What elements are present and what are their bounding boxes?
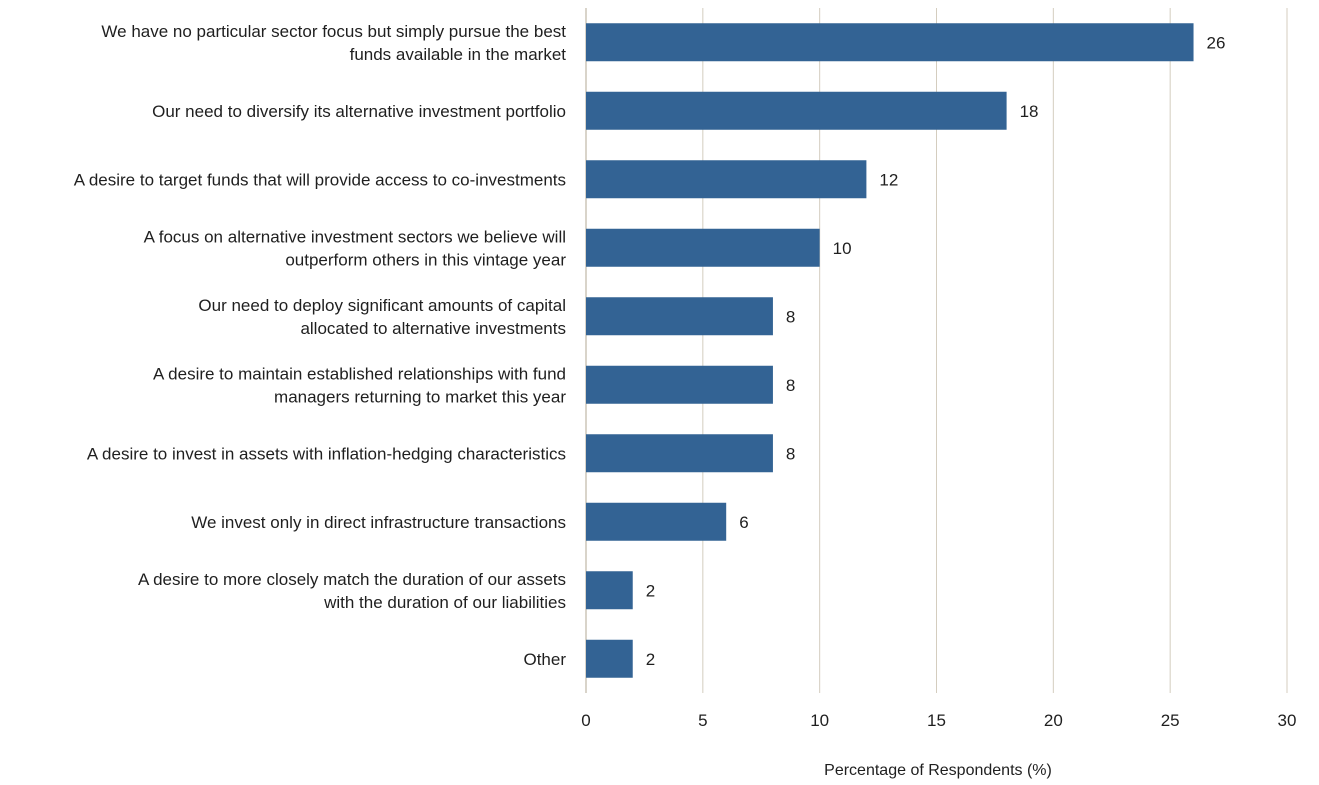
category-label-line: Other [523,650,566,669]
bar [586,228,820,267]
bar-value-label: 2 [646,650,655,669]
bar-value-label: 2 [646,581,655,600]
category-label-line: We invest only in direct infrastructure … [191,513,566,532]
category-label-line: A desire to target funds that will provi… [74,170,566,189]
x-tick-label: 25 [1161,711,1180,730]
x-tick-label: 15 [927,711,946,730]
category-label: A desire to maintain established relatio… [153,364,566,406]
bar-value-label: 8 [786,376,795,395]
x-tick-label: 30 [1278,711,1297,730]
category-label-line: A desire to invest in assets with inflat… [87,444,566,463]
x-tick-label: 20 [1044,711,1063,730]
category-label-line: allocated to alternative investments [300,319,566,338]
category-label: A desire to target funds that will provi… [74,170,566,189]
bar [586,297,773,336]
category-label-line: outperform others in this vintage year [285,250,566,269]
x-tick-label: 10 [810,711,829,730]
bar [586,91,1007,130]
category-label-line: A desire to more closely match the durat… [138,570,566,589]
x-tick-label: 5 [698,711,707,730]
category-label-line: funds available in the market [350,45,567,64]
bar-value-label: 26 [1207,33,1226,52]
bar-value-label: 8 [786,307,795,326]
bar-value-label: 6 [739,513,748,532]
category-label: We invest only in direct infrastructure … [191,513,566,532]
bar [586,23,1194,62]
category-label: Our need to diversify its alternative in… [152,102,566,121]
bar [586,365,773,404]
data-labels: 26 18 12 10 8 8 8 6 2 2 [646,33,1226,669]
bar-value-label: 8 [786,444,795,463]
category-labels: We have no particular sector focus but s… [74,22,567,669]
bar-value-label: 12 [879,170,898,189]
category-label: A desire to more closely match the durat… [138,570,566,612]
category-label-line: Our need to deploy significant amounts o… [198,296,566,315]
category-label-line: Our need to diversify its alternative in… [152,102,566,121]
category-label-line: A desire to maintain established relatio… [153,364,566,383]
x-tick-label: 0 [581,711,590,730]
category-label: We have no particular sector focus but s… [101,22,566,64]
category-label-line: managers returning to market this year [274,387,566,406]
category-label: Our need to deploy significant amounts o… [198,296,566,338]
category-label: A focus on alternative investment sector… [144,227,567,269]
bar-value-label: 10 [833,239,852,258]
bar [586,160,867,199]
x-axis-ticks: 0 5 10 15 20 25 30 [581,711,1296,730]
category-label: Other [523,650,566,669]
x-axis-title: Percentage of Respondents (%) [824,762,1052,779]
bar-value-label: 18 [1020,102,1039,121]
bar [586,639,633,678]
category-label-line: with the duration of our liabilities [323,593,566,612]
bar [586,434,773,473]
category-label-line: We have no particular sector focus but s… [101,22,566,41]
category-label: A desire to invest in assets with inflat… [87,444,566,463]
bar [586,571,633,610]
bars [586,23,1194,678]
bar [586,502,727,541]
category-label-line: A focus on alternative investment sector… [144,227,566,246]
